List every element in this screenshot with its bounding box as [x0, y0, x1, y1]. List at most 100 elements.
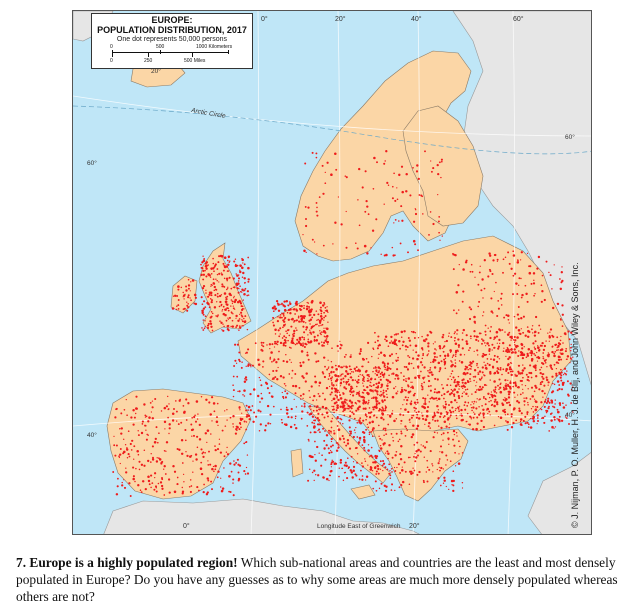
population-dot [382, 394, 384, 396]
copyright-credit: © J. Nijman, P. O. Muller, H. J. de Blij… [570, 262, 580, 528]
population-dot [488, 349, 491, 353]
population-dot [346, 407, 348, 410]
population-dot [509, 349, 511, 351]
population-dot [369, 389, 372, 392]
population-dot [491, 349, 493, 351]
population-dot [432, 436, 435, 439]
population-dot [372, 427, 375, 430]
population-dot [250, 366, 252, 368]
population-dot [353, 367, 356, 370]
population-dot [340, 373, 343, 376]
population-dot [241, 320, 244, 323]
population-dot [476, 362, 479, 365]
population-dot [160, 410, 163, 412]
population-dot [441, 384, 443, 386]
population-dot [541, 380, 544, 383]
population-dot [464, 368, 467, 371]
population-dot [545, 378, 549, 382]
population-dot [182, 473, 185, 476]
population-dot [330, 426, 333, 429]
population-dot [388, 374, 390, 377]
population-dot [172, 464, 175, 468]
population-dot [493, 336, 497, 339]
population-dot [562, 373, 565, 376]
population-dot [444, 408, 446, 410]
population-dot [490, 310, 493, 313]
population-dot [180, 286, 183, 289]
population-dot [132, 409, 135, 412]
population-dot [239, 409, 241, 411]
population-dot [219, 486, 222, 488]
population-dot [231, 319, 234, 322]
population-dot [486, 384, 488, 386]
population-dot [394, 489, 396, 492]
population-dot [381, 406, 384, 409]
population-dot [325, 411, 329, 414]
population-dot [349, 372, 352, 375]
population-dot [208, 306, 211, 309]
population-dot [241, 319, 243, 321]
population-dot [458, 385, 461, 388]
population-dot [495, 401, 499, 404]
population-dot [398, 340, 401, 343]
population-dot [348, 430, 351, 433]
population-dot [363, 388, 366, 392]
population-dot [282, 312, 285, 316]
population-dot [508, 368, 511, 371]
population-dot [453, 253, 456, 256]
population-dot [299, 308, 302, 310]
land-sardinia [290, 448, 304, 478]
population-dot [478, 370, 482, 373]
population-dot [319, 309, 323, 312]
population-dot [558, 356, 561, 359]
population-dot [310, 314, 312, 316]
population-dot [204, 326, 206, 328]
population-dot [326, 343, 329, 345]
population-dot [355, 393, 358, 395]
population-dot [561, 266, 563, 268]
population-dot [439, 368, 442, 371]
population-dot [453, 339, 456, 342]
population-dot [272, 310, 275, 313]
population-dot [344, 398, 347, 401]
population-dot [237, 390, 239, 392]
population-dot [524, 415, 527, 418]
population-dot [337, 428, 341, 432]
population-dot [475, 427, 478, 431]
population-dot [234, 432, 238, 435]
population-dot [325, 434, 329, 437]
population-dot [343, 365, 345, 368]
population-dot [393, 334, 396, 336]
population-dot [187, 306, 190, 309]
population-dot [453, 332, 456, 335]
population-dot [307, 479, 310, 482]
population-dot [379, 375, 382, 378]
population-dot [521, 384, 523, 386]
population-dot [321, 344, 324, 347]
population-dot [469, 377, 471, 380]
population-dot [144, 416, 147, 418]
population-dot [292, 384, 295, 388]
population-dot [245, 466, 248, 469]
population-dot [433, 352, 436, 355]
population-dot [442, 439, 444, 441]
population-dot [530, 282, 533, 285]
population-dot [540, 366, 543, 369]
population-dot [415, 411, 418, 414]
population-dot [414, 460, 417, 463]
population-dot [320, 331, 323, 333]
population-dot [490, 358, 492, 360]
population-dot [217, 424, 219, 427]
population-dot [431, 465, 434, 467]
population-dot [443, 406, 447, 409]
population-dot [425, 338, 428, 341]
population-dot [377, 366, 380, 369]
population-dot [202, 259, 206, 263]
population-dot [532, 411, 535, 413]
population-dot [520, 343, 524, 347]
population-dot [557, 349, 559, 351]
population-dot [186, 304, 189, 307]
population-dot [372, 390, 374, 393]
population-dot [283, 382, 286, 385]
population-dot [375, 369, 378, 372]
